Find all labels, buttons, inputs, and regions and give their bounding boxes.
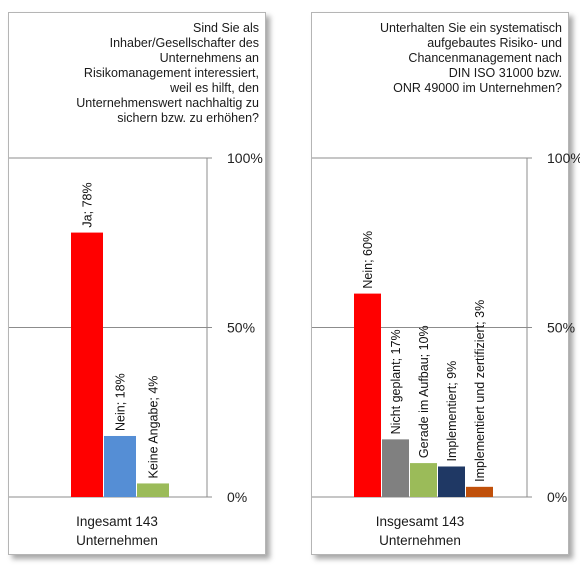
y-tick-label: 0% xyxy=(547,489,567,505)
chart-panel-left: Sind Sie als Inhaber/Gesellschafter des … xyxy=(8,12,266,555)
bar-chart: 100% 50% 0% Nein; 60% Nicht geplant; 17% Gera… xyxy=(312,150,580,505)
data-label: Implementiert und zertifiziert; 3% xyxy=(473,300,487,482)
data-label: Implementiert; 9% xyxy=(445,361,459,462)
data-label: Nein; 60% xyxy=(361,231,375,289)
chart-panel-right: Unterhalten Sie ein systematisch aufgeba… xyxy=(311,12,580,555)
data-label: Nein; 18% xyxy=(114,373,128,431)
bar xyxy=(71,232,103,497)
y-tick-label: 100% xyxy=(227,150,263,166)
chart-title: Sind Sie als Inhaber/Gesellschafter des … xyxy=(76,21,259,125)
y-tick-label: 50% xyxy=(547,320,575,336)
data-label: Keine Angabe; 4% xyxy=(147,376,161,479)
chart-title: Unterhalten Sie ein systematisch aufgeba… xyxy=(379,21,562,95)
bar xyxy=(466,486,493,497)
bar xyxy=(382,439,409,497)
data-label: Nicht geplant; 17% xyxy=(389,329,403,434)
bar xyxy=(354,293,381,497)
bar-chart: 100% 50% 0% Ja; 78% Nein; 18% Keine Angabe; 4… xyxy=(9,150,263,505)
bar xyxy=(104,435,136,497)
chart-footer: Ingesamt 143 Unternehmen xyxy=(76,514,158,548)
bar xyxy=(438,466,465,497)
bar xyxy=(137,483,169,497)
y-tick-label: 100% xyxy=(547,150,580,166)
y-tick-label: 50% xyxy=(227,320,255,336)
data-label: Ja; 78% xyxy=(81,182,95,227)
bar xyxy=(410,463,437,497)
data-label: Gerade im Aufbau; 10% xyxy=(417,325,431,458)
chart-footer: Insgesamt 143 Unternehmen xyxy=(375,514,465,548)
y-tick-label: 0% xyxy=(227,489,247,505)
